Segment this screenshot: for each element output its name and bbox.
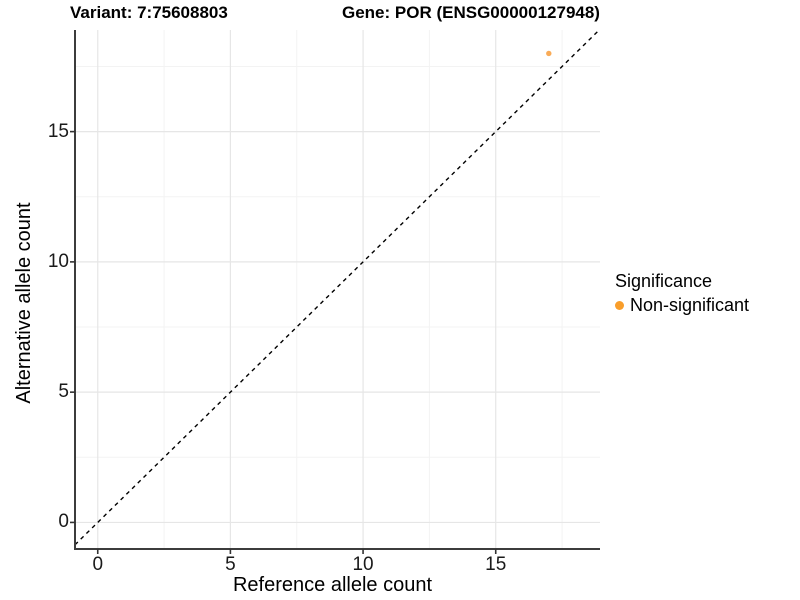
x-tick-label: 0 bbox=[92, 554, 104, 575]
y-axis-title: Alternative allele count bbox=[13, 202, 35, 404]
legend-point-icon bbox=[615, 300, 624, 310]
variant-title: Variant: 7:75608803 bbox=[70, 3, 228, 22]
x-tick-label: 10 bbox=[352, 554, 374, 575]
data-point bbox=[546, 50, 552, 57]
x-tick-label: 5 bbox=[225, 554, 236, 575]
legend-items: Non-significant bbox=[615, 294, 749, 316]
x-tick-label: 15 bbox=[485, 554, 507, 575]
y-tick-label: 5 bbox=[58, 381, 69, 403]
gene-title: Gene: POR (ENSG00000127948) bbox=[342, 3, 600, 22]
x-axis-title: Reference allele count bbox=[232, 574, 432, 596]
legend-item-label: Non-significant bbox=[630, 295, 750, 315]
legend: Significance Non-significant bbox=[615, 270, 749, 316]
legend-title: Significance bbox=[615, 271, 713, 291]
legend-item: Non-significant bbox=[615, 294, 749, 316]
y-tick-label: 15 bbox=[47, 120, 69, 142]
identity-dashed-line bbox=[74, 29, 600, 546]
y-tick-label: 10 bbox=[47, 250, 69, 272]
y-tick-label: 0 bbox=[58, 511, 69, 533]
